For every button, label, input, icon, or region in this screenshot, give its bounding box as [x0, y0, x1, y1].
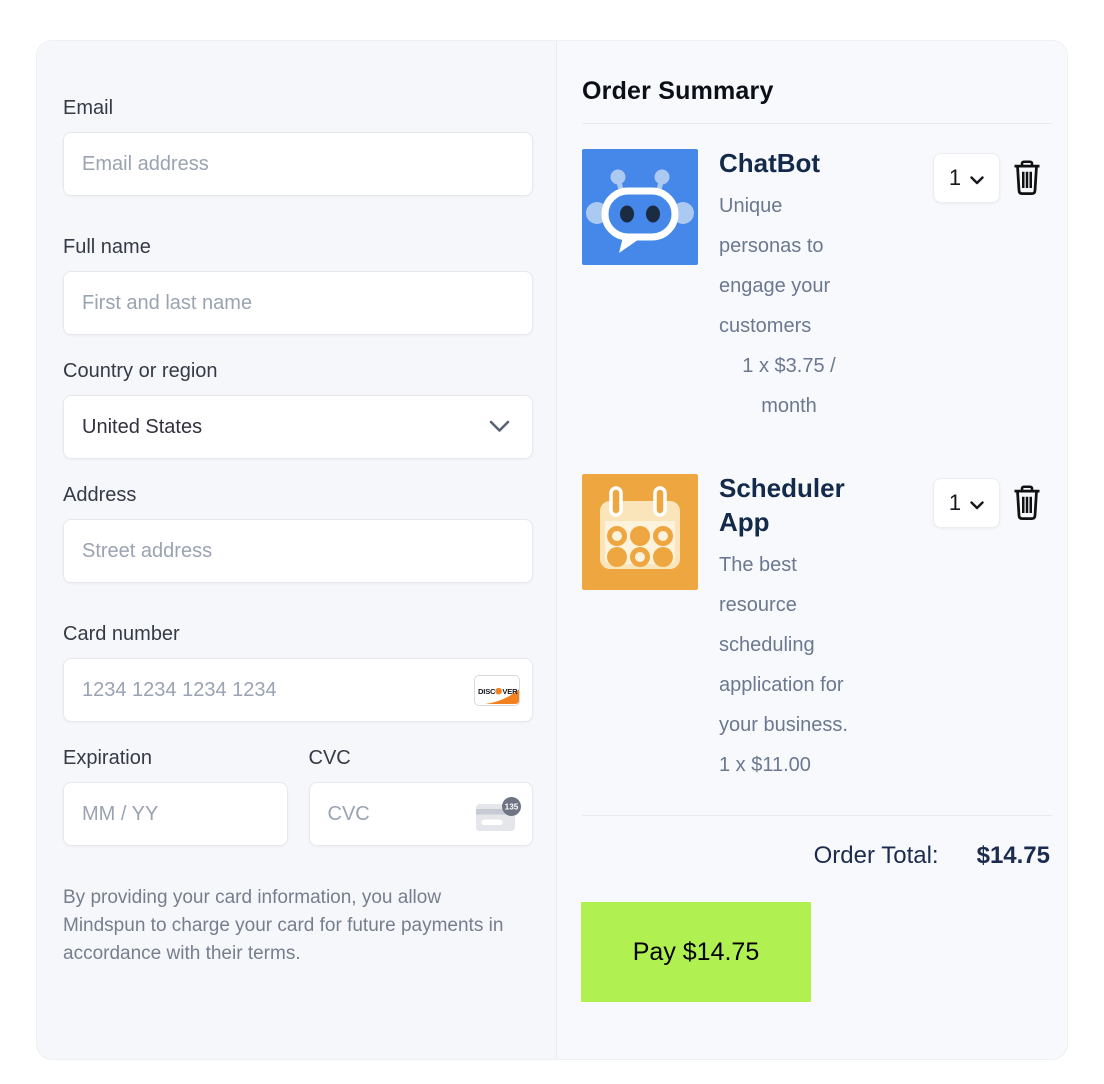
calendar-icon: [582, 474, 698, 590]
full-name-label: Full name: [63, 236, 151, 258]
expiration-label: Expiration: [63, 747, 152, 769]
email-label: Email: [63, 97, 114, 119]
card-number-input[interactable]: [63, 658, 533, 722]
country-select[interactable]: United States: [63, 395, 533, 459]
trash-icon: [1012, 485, 1042, 525]
divider: [582, 815, 1052, 816]
item-price: 1 x $11.00: [719, 754, 811, 776]
chevron-down-icon: [970, 490, 984, 516]
country-selected-value: United States: [82, 415, 203, 438]
payment-form: Email Full name Country or region United…: [37, 41, 557, 1059]
chevron-down-icon: [489, 416, 510, 439]
item-name: ChatBot: [719, 148, 821, 178]
full-name-input[interactable]: [63, 271, 533, 335]
item-description: Unique personas to engage your customers: [719, 195, 831, 337]
cvc-card-icon: 135: [475, 796, 522, 833]
address-label: Address: [63, 484, 137, 506]
cvc-label: CVC: [308, 747, 351, 769]
remove-item-button[interactable]: [1012, 484, 1042, 522]
country-label: Country or region: [63, 360, 218, 382]
email-input[interactable]: [63, 132, 533, 196]
card-number-label: Card number: [63, 623, 180, 645]
address-input[interactable]: [63, 519, 533, 583]
remove-item-button[interactable]: [1012, 159, 1042, 197]
chevron-down-icon: [970, 165, 984, 191]
svg-text:DISC: DISC: [478, 687, 496, 696]
chatbot-robot-icon: [582, 149, 698, 265]
quantity-select[interactable]: 1: [933, 153, 1000, 203]
svg-text:135: 135: [505, 802, 519, 811]
quantity-select[interactable]: 1: [933, 478, 1000, 528]
order-summary-panel: Order Summary Ch: [557, 41, 1067, 1059]
item-description: The best resource scheduling application…: [719, 554, 848, 736]
expiration-input[interactable]: [63, 782, 288, 846]
item-price: 1 x $3.75 / month: [742, 355, 836, 417]
order-item-chatbot: ChatBot Unique personas to engage your c…: [582, 148, 1052, 426]
order-item-scheduler: Scheduler App The best resource scheduli…: [582, 473, 1052, 785]
pay-button[interactable]: Pay $14.75: [581, 902, 811, 1002]
order-total-value: $14.75: [976, 842, 1050, 869]
order-summary-title: Order Summary: [582, 77, 774, 105]
order-total-label: Order Total:: [813, 842, 939, 869]
divider: [582, 123, 1052, 124]
order-total-row: Order Total: $14.75: [582, 842, 1052, 870]
quantity-value: 1: [948, 490, 962, 515]
card-terms-disclaimer: By providing your card information, you …: [63, 887, 504, 964]
svg-text:VER: VER: [502, 687, 518, 696]
discover-card-icon: DISC VER: [474, 675, 520, 706]
item-name: Scheduler App: [719, 473, 845, 537]
trash-icon: [1012, 160, 1042, 200]
quantity-value: 1: [948, 165, 962, 190]
checkout-card: Email Full name Country or region United…: [36, 40, 1068, 1060]
